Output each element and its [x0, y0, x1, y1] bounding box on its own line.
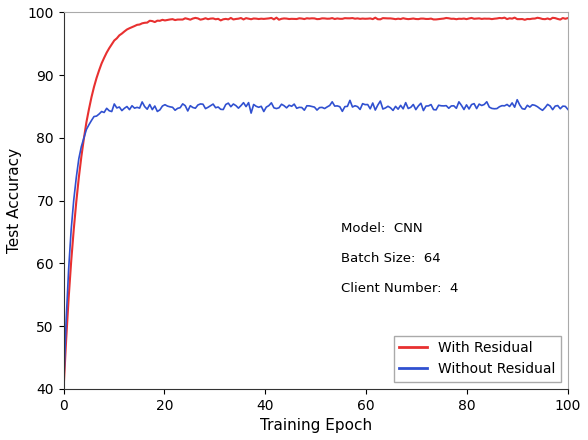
Y-axis label: Test Accuracy: Test Accuracy [7, 148, 22, 253]
Text: Model:  CNN

Batch Size:  64

Client Number:  4: Model: CNN Batch Size: 64 Client Number:… [341, 222, 458, 295]
Legend: With Residual, Without Residual: With Residual, Without Residual [393, 336, 561, 382]
X-axis label: Training Epoch: Training Epoch [260, 418, 372, 433]
